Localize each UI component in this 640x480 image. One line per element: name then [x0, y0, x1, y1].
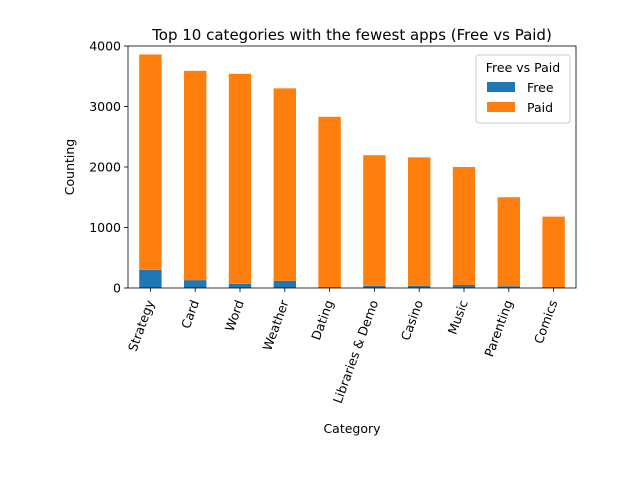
bar-paid-dating — [318, 116, 341, 288]
y-axis-label: Counting — [62, 139, 77, 195]
x-tick-label-comics: Comics — [531, 298, 561, 346]
y-tick-label: 4000 — [89, 39, 121, 54]
x-tick-label-card: Card — [178, 298, 202, 331]
y-axis: 0 1000 2000 3000 4000 — [89, 39, 128, 296]
bar-free-libraries-demo — [363, 285, 386, 288]
legend-label-free: Free — [527, 80, 554, 95]
bar-paid-parenting — [497, 197, 520, 287]
y-tick-label: 2000 — [89, 160, 121, 175]
legend-title: Free vs Paid — [486, 60, 560, 75]
bar-paid-music — [452, 167, 476, 285]
bar-free-word — [228, 283, 252, 288]
x-tick-label-dating: Dating — [308, 298, 336, 342]
legend: Free vs Paid Free Paid — [475, 54, 571, 124]
bar-free-dating — [318, 287, 341, 288]
bar-paid-strategy — [139, 54, 162, 270]
x-tick-label-weather: Weather — [260, 297, 292, 352]
x-axis-label: Category — [323, 421, 381, 436]
bar-free-parenting — [497, 286, 520, 288]
bar-free-casino — [408, 285, 431, 288]
chart-title: Top 10 categories with the fewest apps (… — [151, 26, 552, 44]
bar-paid-weather — [273, 88, 296, 281]
y-tick-label: 1000 — [89, 220, 121, 235]
bar-free-card — [184, 280, 207, 288]
x-tick-label-libraries-demo: Libraries & Demo — [330, 298, 381, 405]
bar-free-weather — [273, 280, 296, 288]
legend-swatch-free — [487, 82, 515, 92]
bar-free-strategy — [139, 269, 162, 288]
y-tick-label: 0 — [113, 281, 121, 296]
bar-free-music — [452, 284, 476, 288]
x-tick-label-music: Music — [445, 298, 471, 337]
x-tick-label-word: Word — [222, 298, 247, 333]
bars-group — [139, 54, 565, 288]
bar-paid-card — [184, 70, 207, 281]
x-tick-label-strategy: Strategy — [125, 297, 158, 353]
legend-swatch-paid — [487, 102, 515, 112]
bar-free-comics — [542, 287, 565, 288]
bar-paid-word — [228, 73, 252, 284]
y-tick-label: 3000 — [89, 99, 121, 114]
legend-label-paid: Paid — [527, 100, 553, 115]
bar-paid-libraries-demo — [363, 155, 386, 286]
x-tick-label-parenting: Parenting — [481, 298, 515, 359]
bar-paid-comics — [542, 216, 565, 288]
x-tick-label-casino: Casino — [398, 298, 426, 343]
bar-paid-casino — [408, 157, 431, 286]
